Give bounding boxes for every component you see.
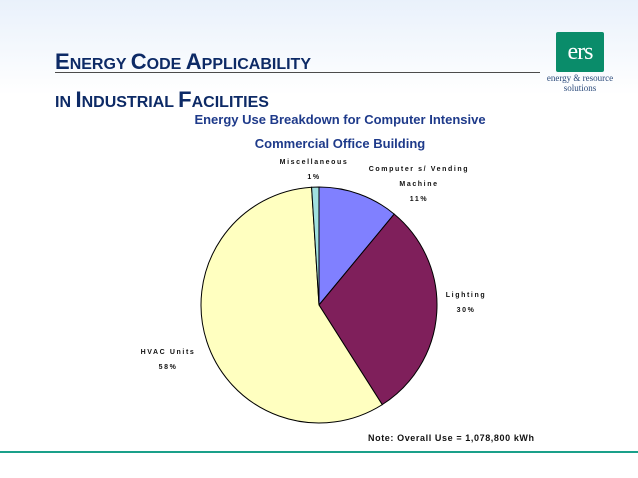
label-hvac-percent: 58% bbox=[158, 364, 178, 371]
slide-title: ENERGY CODE APPLICABILITY IN INDUSTRIAL … bbox=[55, 44, 311, 120]
title-initial-cap: C bbox=[130, 49, 147, 74]
label-computers-vending-line-1: Computer s/ Vending bbox=[368, 166, 470, 173]
title-word: ACILITIES bbox=[191, 94, 269, 111]
label-miscellaneous-name: Miscellaneous bbox=[279, 159, 349, 166]
title-word: NERGY bbox=[69, 56, 131, 73]
slice-miscellaneous bbox=[311, 186, 320, 306]
logo-mark: ers bbox=[567, 39, 594, 65]
title-initial-cap: I bbox=[75, 87, 82, 112]
title-divider bbox=[55, 72, 540, 73]
label-lighting-name: Lighting bbox=[445, 292, 487, 299]
slice-computers-vending bbox=[318, 186, 395, 307]
label-hvac-name: HVAC Units bbox=[140, 349, 196, 356]
label-hvac-units: HVAC Units 58% bbox=[113, 345, 223, 375]
slide-title-line-1: ENERGY CODE APPLICABILITY bbox=[55, 44, 311, 82]
title-initial-cap: E bbox=[55, 49, 70, 74]
slice-lighting bbox=[318, 213, 438, 406]
label-lighting: Lighting 30% bbox=[411, 288, 521, 318]
title-initial-cap: A bbox=[185, 49, 202, 74]
slice-hvac-units bbox=[200, 186, 383, 424]
bottom-divider bbox=[0, 451, 638, 453]
title-word: ODE bbox=[146, 56, 186, 73]
company-logo: ers bbox=[556, 32, 604, 72]
slide-title-line-2: IN INDUSTRIAL FACILITIES bbox=[55, 82, 311, 120]
label-miscellaneous: Miscellaneous 1% bbox=[259, 155, 369, 185]
overall-use-note: Note: Overall Use = 1,078,800 kWh bbox=[368, 433, 535, 443]
label-computers-vending-percent: 11% bbox=[409, 196, 429, 203]
logo-tagline: energy & resource solutions bbox=[540, 73, 620, 93]
title-word: PPLICABILITY bbox=[201, 56, 311, 73]
title-word: IN bbox=[55, 94, 76, 111]
logo-tagline-line-2: solutions bbox=[563, 83, 597, 93]
logo-tagline-line-1: energy & resource bbox=[546, 73, 614, 83]
label-computers-vending: Computer s/ Vending Machine 11% bbox=[364, 162, 474, 207]
label-miscellaneous-percent: 1% bbox=[307, 174, 321, 181]
chart-title-line-1: Energy Use Breakdown for Computer Intens… bbox=[194, 112, 486, 127]
label-lighting-percent: 30% bbox=[456, 307, 476, 314]
title-initial-cap: F bbox=[178, 87, 192, 112]
title-word: NDUSTRIAL bbox=[81, 94, 179, 111]
label-computers-vending-line-2: Machine bbox=[399, 181, 439, 188]
chart-title-line-2: Commercial Office Building bbox=[254, 136, 426, 151]
